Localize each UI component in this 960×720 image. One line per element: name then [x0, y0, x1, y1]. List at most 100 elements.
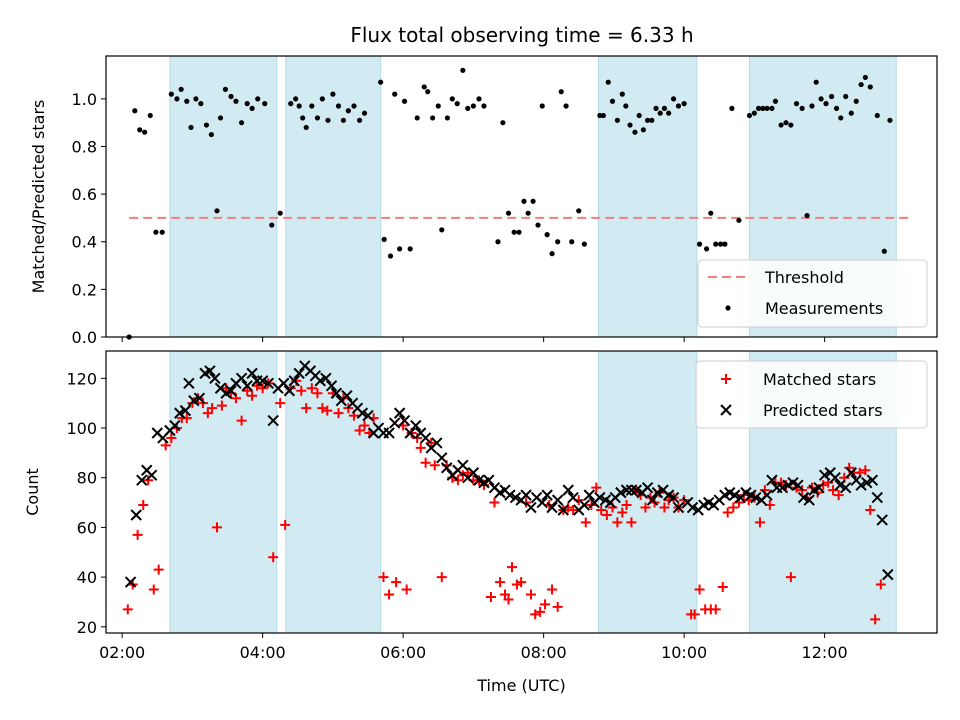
- data-point: [168, 91, 174, 97]
- data-point: [509, 491, 522, 504]
- data-point: [440, 462, 453, 474]
- data-point: [567, 491, 579, 504]
- data-point: [710, 604, 721, 615]
- data-point: [137, 127, 143, 133]
- lower-panel: 20 40 60 80 100 120 02:00 04:00 06:00 08:00 10:00 1…: [23, 350, 938, 695]
- data-point: [845, 467, 858, 479]
- data-point: [551, 494, 564, 506]
- data-point: [280, 519, 291, 530]
- data-point: [277, 210, 283, 216]
- data-point: [183, 377, 195, 390]
- data-point: [483, 474, 495, 486]
- data-point: [539, 103, 545, 109]
- data-point: [580, 517, 591, 528]
- data-point: [751, 110, 757, 116]
- data-point: [340, 117, 347, 123]
- data-point: [378, 79, 384, 85]
- data-point: [609, 98, 616, 104]
- data-point: [612, 517, 623, 528]
- data-point: [641, 481, 654, 494]
- data-point: [444, 115, 450, 121]
- data-point: [415, 442, 426, 453]
- data-point: [235, 372, 248, 385]
- data-point: [225, 385, 237, 397]
- data-point: [530, 198, 536, 204]
- data-point: [627, 122, 633, 128]
- data-point: [378, 572, 389, 583]
- x-tick-label: 04:00: [240, 643, 286, 662]
- data-point: [713, 241, 719, 247]
- data-point: [425, 89, 431, 95]
- data-point: [242, 385, 253, 396]
- data-point: [632, 129, 638, 135]
- data-point: [145, 469, 158, 481]
- data-point: [776, 481, 789, 494]
- data-point: [813, 481, 825, 494]
- legend-measurements-label: Measurements: [765, 299, 883, 318]
- data-point: [874, 112, 880, 119]
- data-point: [217, 115, 224, 121]
- data-point: [391, 577, 402, 588]
- data-point: [675, 103, 682, 109]
- data-point: [384, 589, 395, 600]
- data-point: [843, 93, 849, 100]
- data-point: [130, 509, 142, 521]
- data-point: [839, 481, 852, 494]
- y-tick-label: 80: [77, 469, 97, 488]
- data-point: [330, 91, 336, 97]
- data-point: [238, 120, 245, 126]
- data-point: [862, 74, 868, 81]
- data-point: [179, 404, 192, 417]
- data-point: [670, 96, 677, 102]
- data-point: [503, 594, 514, 605]
- data-point: [536, 496, 548, 509]
- plot-frame: [105, 55, 938, 338]
- data-point: [793, 101, 800, 107]
- data-point: [525, 589, 536, 600]
- data-point: [209, 372, 221, 385]
- data-point: [278, 377, 290, 390]
- data-point: [760, 105, 766, 111]
- data-point: [143, 475, 154, 486]
- data-point: [799, 105, 805, 111]
- data-point: [834, 479, 846, 491]
- data-point: [667, 491, 680, 504]
- data-point: [356, 407, 369, 419]
- data-point: [729, 105, 735, 111]
- data-point: [750, 491, 762, 504]
- data-point: [359, 420, 370, 431]
- data-point: [153, 229, 159, 235]
- data-point: [520, 489, 532, 501]
- data-point: [557, 504, 570, 516]
- data-point: [147, 112, 153, 119]
- data-point: [865, 505, 876, 516]
- data-point: [581, 241, 587, 247]
- data-point: [600, 112, 606, 119]
- data-point: [495, 239, 501, 245]
- data-point: [249, 105, 255, 111]
- data-point: [525, 210, 531, 216]
- data-point: [320, 372, 332, 385]
- data-point: [421, 84, 427, 90]
- data-point: [414, 115, 420, 121]
- data-point: [535, 606, 546, 617]
- data-point: [866, 474, 879, 486]
- data-point: [681, 101, 687, 107]
- data-point: [203, 122, 210, 128]
- data-point: [467, 467, 480, 479]
- data-point: [646, 494, 659, 506]
- legend-threshold-label: Threshold: [764, 268, 844, 287]
- data-point: [252, 380, 263, 391]
- data-point: [615, 486, 627, 499]
- data-point: [848, 110, 854, 116]
- data-point: [552, 601, 563, 612]
- data-point: [314, 115, 321, 121]
- x-tick-label: 08:00: [521, 643, 567, 662]
- data-point: [485, 591, 496, 602]
- data-point: [797, 491, 810, 504]
- data-point: [345, 108, 351, 114]
- data-point: [431, 437, 443, 449]
- data-point: [419, 432, 432, 444]
- data-point: [383, 427, 395, 439]
- data-point: [617, 507, 628, 518]
